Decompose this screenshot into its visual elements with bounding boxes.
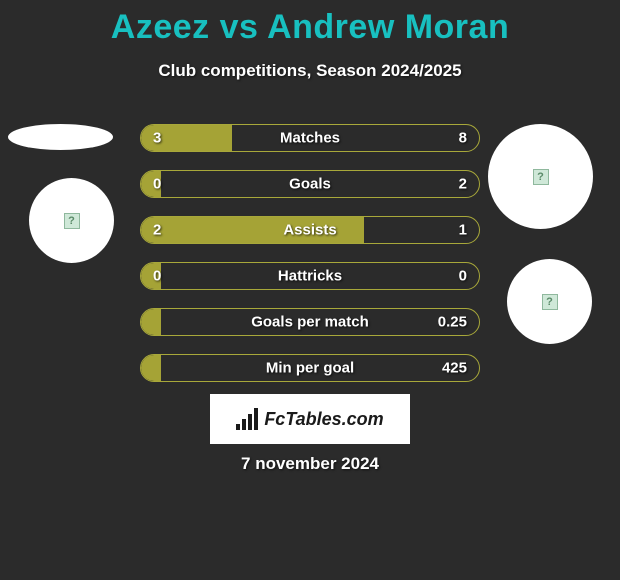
stat-value-left: 2 <box>153 222 161 239</box>
stat-value-right: 1 <box>459 222 467 239</box>
fctables-logo: FcTables.com <box>210 394 410 444</box>
player-left-avatar: ? <box>29 178 114 263</box>
stat-label: Goals <box>289 176 331 193</box>
image-placeholder-icon: ? <box>542 294 558 310</box>
stat-value-right: 425 <box>442 360 467 377</box>
stat-fill <box>141 355 161 381</box>
comparison-title: Azeez vs Andrew Moran <box>0 0 620 47</box>
stat-label: Hattricks <box>278 268 342 285</box>
stat-row: 0 Hattricks 0 <box>140 262 480 290</box>
stat-row: 3 Matches 8 <box>140 124 480 152</box>
stat-row: Min per goal 425 <box>140 354 480 382</box>
image-placeholder-icon: ? <box>64 213 80 229</box>
player-right-avatar-large: ? <box>488 124 593 229</box>
snapshot-date: 7 november 2024 <box>241 454 379 474</box>
stat-label: Matches <box>280 130 340 147</box>
stat-fill <box>141 309 161 335</box>
logo-text: FcTables.com <box>264 409 383 430</box>
stat-value-right: 2 <box>459 176 467 193</box>
stat-row: 2 Assists 1 <box>140 216 480 244</box>
comparison-subtitle: Club competitions, Season 2024/2025 <box>0 61 620 81</box>
stat-value-left: 3 <box>153 130 161 147</box>
stat-value-right: 8 <box>459 130 467 147</box>
stat-value-left: 0 <box>153 268 161 285</box>
stat-row: Goals per match 0.25 <box>140 308 480 336</box>
logo-bars-icon <box>236 408 258 430</box>
player-left-ellipse <box>8 124 113 150</box>
stat-value-left: 0 <box>153 176 161 193</box>
stat-value-right: 0.25 <box>438 314 467 331</box>
image-placeholder-icon: ? <box>533 169 549 185</box>
player-right-avatar-small: ? <box>507 259 592 344</box>
stat-row: 0 Goals 2 <box>140 170 480 198</box>
stats-chart: 3 Matches 8 0 Goals 2 2 Assists 1 0 Hattricks 0 Goal… <box>140 124 480 400</box>
stat-label: Assists <box>283 222 336 239</box>
stat-label: Min per goal <box>266 360 354 377</box>
stat-value-right: 0 <box>459 268 467 285</box>
stat-label: Goals per match <box>251 314 369 331</box>
